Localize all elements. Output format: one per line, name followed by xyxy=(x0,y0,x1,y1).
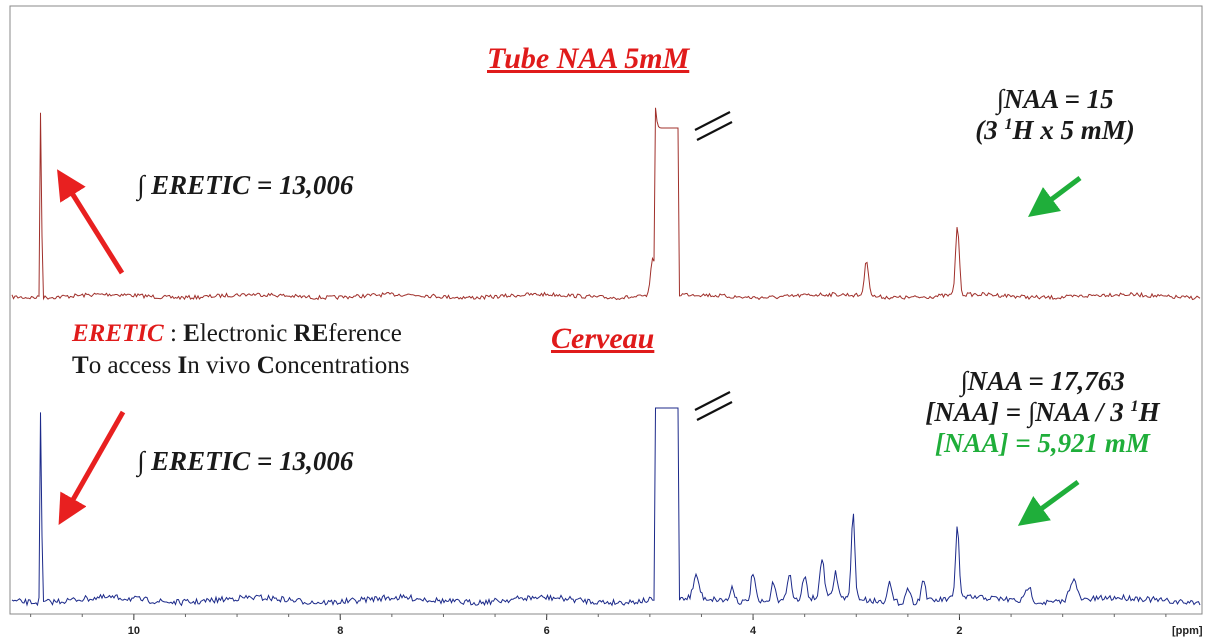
plot-frame xyxy=(9,5,1203,615)
x-tick-label-8: 8 xyxy=(337,625,343,637)
truncation-mark-bottom xyxy=(694,391,733,421)
x-axis-unit: [ppm] xyxy=(1172,625,1203,637)
title-tube-naa: Tube NAA 5mM xyxy=(487,42,690,75)
red-arrow-bottom xyxy=(58,410,126,526)
naa-formula: [NAA] = ∫NAA / 3 1H xyxy=(925,397,1160,427)
naa-integral-top: ∫NAA = 15 xyxy=(996,84,1114,114)
x-tick-label-6: 6 xyxy=(544,625,550,637)
eretic-integral-top: ∫ ERETIC = 13,006 xyxy=(137,170,354,200)
naa-protons-top: (3 1H x 5 mM) xyxy=(975,115,1135,145)
eretic-definition-line2: To access In vivo Concentrations xyxy=(72,352,410,379)
spectrum-cerveau-trace xyxy=(11,407,1201,607)
title-cerveau: Cerveau xyxy=(551,322,655,355)
red-arrow-top xyxy=(57,169,125,275)
eretic-integral-bottom: ∫ ERETIC = 13,006 xyxy=(137,446,354,476)
eretic-definition-line1: ERETIC : Electronic REference xyxy=(72,320,402,347)
x-tick-label-10: 10 xyxy=(128,625,140,637)
green-arrow-bottom xyxy=(1017,479,1080,526)
naa-concentration: [NAA] = 5,921 mM xyxy=(935,428,1150,458)
green-arrow-top xyxy=(1028,176,1082,217)
spectrum-tube-naa-trace xyxy=(11,107,1201,301)
naa-annotation-top: ∫NAA = 15 (3 1H x 5 mM) xyxy=(945,84,1165,146)
naa-integral-bottom: ∫NAA = 17,763 xyxy=(960,366,1125,396)
x-tick-label-2: 2 xyxy=(956,625,962,637)
naa-annotation-bottom: ∫NAA = 17,763 [NAA] = ∫NAA / 3 1H [NAA] … xyxy=(880,366,1205,459)
eretic-definition: ERETIC : Electronic REference To access … xyxy=(72,318,409,382)
x-tick-label-4: 4 xyxy=(750,625,757,637)
truncation-mark-top xyxy=(694,111,733,141)
x-axis: 10 8 6 4 2 [ppm] xyxy=(30,614,1203,637)
